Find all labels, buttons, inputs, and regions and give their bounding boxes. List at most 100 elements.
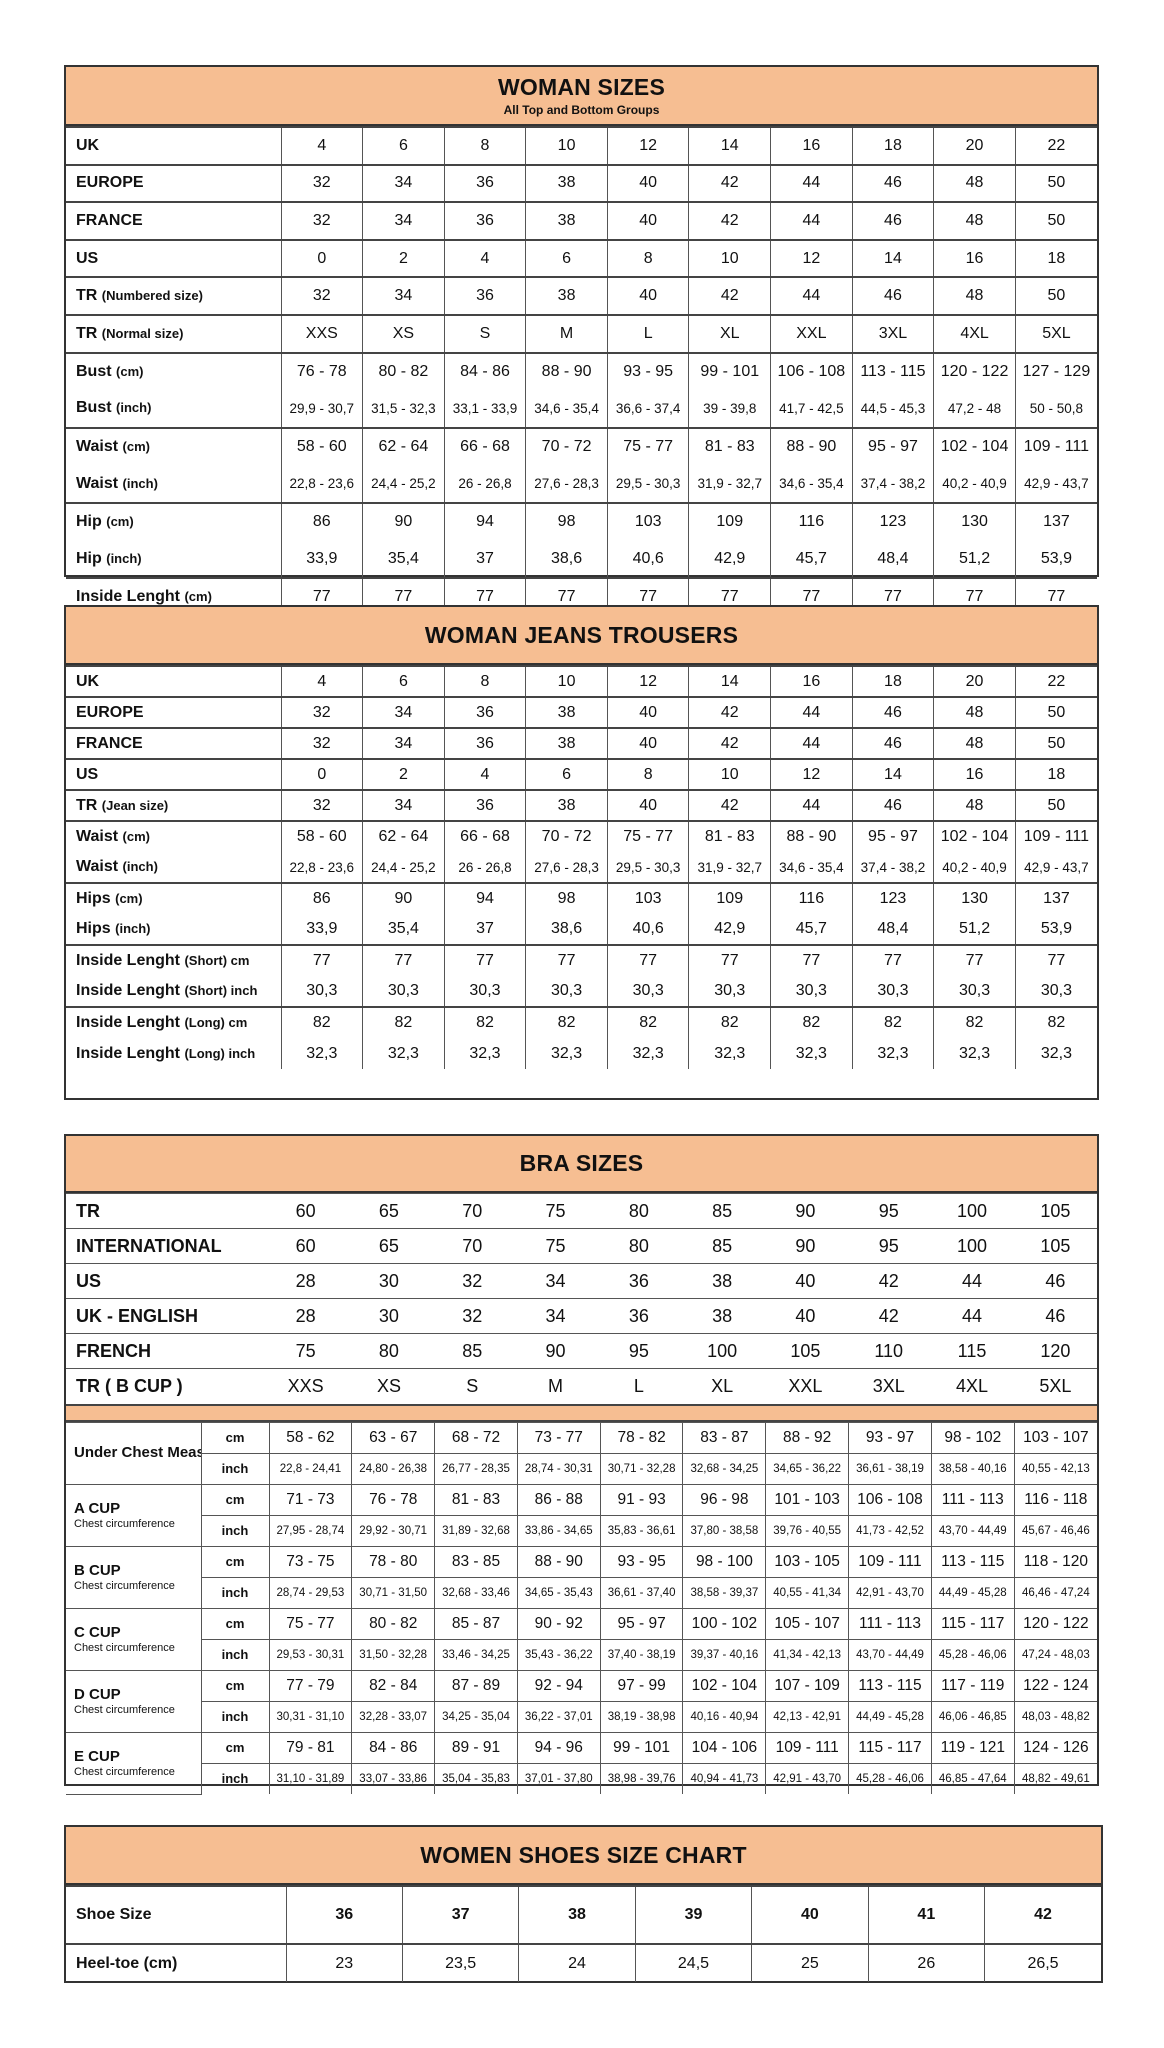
- table-row: INTERNATIONAL 60 65 70 75 80 85 90 95 100 105: [66, 1228, 1097, 1264]
- table-cell: 29,9 - 30,7: [280, 390, 363, 428]
- table-cell: 37: [401, 1885, 519, 1944]
- table-cell: 99 - 101: [599, 1731, 684, 1764]
- table-row: inch 22,8 - 24,41 24,80 - 26,38 26,77 - 28,…: [66, 1452, 1097, 1485]
- table-cell: 38: [525, 201, 608, 240]
- table-cell: 22,8 - 23,6: [280, 852, 363, 883]
- table-cell: 16: [770, 126, 853, 165]
- table-cell: XXL: [763, 1368, 848, 1404]
- row-label: US: [66, 238, 281, 278]
- table-cell: 33,46 - 34,25: [434, 1638, 518, 1671]
- table-cell: 42: [688, 276, 771, 315]
- table-cell: 24,4 - 25,2: [362, 852, 445, 883]
- table-cell: 51,2: [933, 540, 1016, 579]
- table-cell: 32,3: [770, 1038, 853, 1069]
- table-cell: 3XL: [847, 1368, 931, 1404]
- row-label-unit: (Long) inch: [184, 1045, 256, 1061]
- cup-sublabel: Chest circumference: [74, 1765, 175, 1778]
- table-row: FRANCE 32 34 36 38 40 42 44 46 48 50: [66, 727, 1097, 759]
- table-cell: 12: [606, 665, 689, 697]
- table-row: US 28 30 32 34 36 38 40 42 44 46: [66, 1263, 1097, 1299]
- table-row: B CUP Chest circumference cm 73 - 75 78 - 80…: [66, 1545, 1097, 1609]
- row-label-main: TR: [76, 796, 98, 814]
- table-cell: 46: [1013, 1263, 1097, 1299]
- table-row: inch 28,74 - 29,53 30,71 - 31,50 32,68 - 33…: [66, 1576, 1097, 1609]
- table-cell: 85: [680, 1193, 764, 1229]
- table-cell: 116 - 118: [1013, 1483, 1097, 1516]
- row-label: UK: [66, 665, 281, 697]
- table-cell: 41,73 - 42,52: [848, 1514, 932, 1547]
- table-cell: 6: [525, 758, 608, 790]
- row-label-main: FRANCE: [76, 734, 143, 752]
- table-cell: 34,65 - 36,22: [765, 1452, 850, 1485]
- table-cell: 32,3: [688, 1038, 771, 1069]
- table-cell: 115 - 117: [930, 1607, 1015, 1640]
- table-cell: 6: [362, 665, 445, 697]
- table-cell: 43,70 - 44,49: [848, 1638, 932, 1671]
- table-cell: 35,83 - 36,61: [599, 1514, 684, 1547]
- unit-cm: cm: [200, 1483, 270, 1516]
- table-cell: 32,3: [606, 1038, 689, 1069]
- table-cell: 30,3: [770, 976, 853, 1007]
- table-cell: 0: [280, 238, 363, 278]
- table-cell: 110: [847, 1333, 931, 1369]
- table-cell: 37,01 - 37,80: [516, 1762, 601, 1794]
- table-cell: 82: [770, 1006, 853, 1038]
- table-cell: 42: [984, 1885, 1101, 1944]
- row-label: TR (Numbered size): [66, 276, 281, 315]
- table-cell: 36: [597, 1263, 681, 1299]
- row-label-unit: (Normal size): [101, 325, 184, 341]
- table-cell: 66 - 68: [443, 426, 526, 466]
- table-cell: 60: [264, 1228, 348, 1264]
- row-label: Heel-toe (cm): [66, 1943, 286, 1982]
- table-cell: 12: [770, 758, 853, 790]
- table-row: inch 31,10 - 31,89 33,07 - 33,86 35,04 - 35…: [66, 1762, 1097, 1794]
- row-label: Bust (inch): [66, 390, 281, 428]
- row-label: Bust (cm): [66, 351, 281, 391]
- table-cell: 113 - 115: [848, 1669, 932, 1702]
- table-cell: 3XL: [851, 313, 934, 353]
- table-cell: 34,65 - 35,43: [516, 1576, 601, 1609]
- table-cell: 29,5 - 30,3: [606, 465, 689, 503]
- table-row: E CUP Chest circumference cm 79 - 81 84 - 86…: [66, 1731, 1097, 1795]
- table-cell: 28,74 - 29,53: [268, 1576, 353, 1609]
- table-cell: XS: [362, 313, 445, 353]
- table-cell: 32: [430, 1298, 514, 1334]
- table-cell: 40,6: [606, 540, 689, 579]
- table-cell: 33,9: [280, 914, 363, 945]
- table-cell: 77: [688, 944, 771, 976]
- row-label-unit: (cm): [122, 829, 150, 844]
- table-cell: 78 - 80: [351, 1545, 436, 1578]
- table-cell: 36,61 - 37,40: [599, 1576, 684, 1609]
- table-cell: 70: [430, 1228, 514, 1264]
- table-cell: 102 - 104: [933, 820, 1016, 852]
- table-cell: 44: [770, 276, 853, 315]
- table-cell: 42: [847, 1263, 931, 1299]
- table-cell: 37: [443, 540, 526, 579]
- row-label-main: Inside Lenght: [76, 1014, 180, 1031]
- table-cell: 113 - 115: [851, 351, 934, 391]
- cup-label: B CUP Chest circumference: [66, 1545, 202, 1609]
- table-cell: L: [597, 1368, 681, 1404]
- table-cell: 40: [606, 163, 689, 203]
- table-cell: 18: [851, 665, 934, 697]
- row-label-main: UK: [76, 136, 100, 154]
- table-cell: 98 - 102: [930, 1421, 1015, 1454]
- table-cell: 120 - 122: [933, 351, 1016, 391]
- table-cell: 39: [634, 1885, 752, 1944]
- table-cell: 43,70 - 44,49: [930, 1514, 1015, 1547]
- table-cell: 103 - 107: [1013, 1421, 1097, 1454]
- table-cell: 36: [443, 727, 526, 759]
- row-label-unit: (cm): [115, 891, 143, 906]
- table-cell: L: [606, 313, 689, 353]
- table-cell: 40: [763, 1298, 848, 1334]
- table-cell: 105 - 107: [765, 1607, 850, 1640]
- table-cell: 26,77 - 28,35: [434, 1452, 518, 1485]
- table-cell: 34: [513, 1263, 598, 1299]
- table-cell: 33,86 - 34,65: [516, 1514, 601, 1547]
- table-cell: 93 - 95: [599, 1545, 684, 1578]
- row-label-main: Inside Lenght: [76, 952, 180, 969]
- cup-name: Under Chest Measurement: [74, 1444, 200, 1461]
- table-row: EUROPE 32 34 36 38 40 42 44 46 48 50: [66, 696, 1097, 728]
- table-cell: 46,06 - 46,85: [930, 1700, 1015, 1733]
- table-cell: 30,3: [606, 976, 689, 1007]
